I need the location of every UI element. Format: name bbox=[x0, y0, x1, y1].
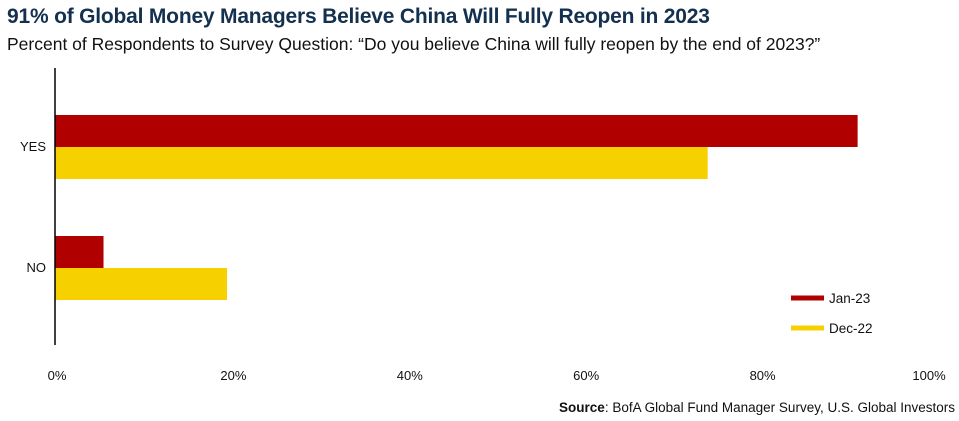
x-tick-label: 20% bbox=[220, 368, 246, 383]
source-text: : BofA Global Fund Manager Survey, U.S. … bbox=[604, 400, 955, 415]
chart-subtitle: Percent of Respondents to Survey Questio… bbox=[7, 34, 821, 54]
x-tick-label: 80% bbox=[750, 368, 776, 383]
bar-yes-dec-22 bbox=[55, 147, 708, 179]
x-tick-label: 100% bbox=[912, 368, 946, 383]
x-tick-label: 40% bbox=[397, 368, 423, 383]
chart-title: 91% of Global Money Managers Believe Chi… bbox=[7, 5, 710, 28]
bar-no-dec-22 bbox=[55, 268, 227, 300]
x-tick-label: 60% bbox=[573, 368, 599, 383]
legend-label-dec-22: Dec-22 bbox=[829, 321, 873, 336]
bar-no-jan-23 bbox=[55, 236, 104, 268]
legend-label-jan-23: Jan-23 bbox=[829, 291, 870, 306]
bar-yes-jan-23 bbox=[55, 115, 858, 147]
x-tick-label: 0% bbox=[48, 368, 67, 383]
source-label: Source bbox=[559, 400, 605, 415]
source-note: Source: BofA Global Fund Manager Survey,… bbox=[559, 400, 955, 415]
category-label-no: NO bbox=[27, 260, 47, 275]
category-label-yes: YES bbox=[20, 139, 46, 154]
